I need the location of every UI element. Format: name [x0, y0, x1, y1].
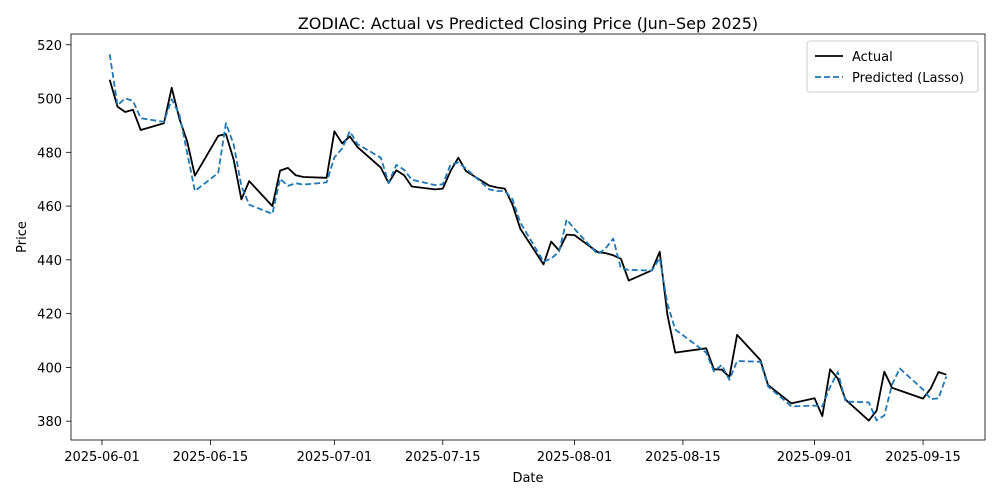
- series-line-actual: [108, 79, 947, 422]
- y-axis: 380 400 420 440 460 480 500 520: [37, 39, 71, 430]
- x-tick-label: 2025-09-15: [885, 450, 961, 465]
- series-layer: [108, 54, 948, 422]
- y-tick-label: 520: [37, 39, 62, 54]
- x-tick-label: 2025-09-01: [777, 450, 853, 465]
- legend: Actual Predicted (Lasso): [806, 40, 979, 93]
- x-tick-label: 2025-06-15: [173, 450, 249, 465]
- y-tick-label: 500: [37, 93, 62, 108]
- plot-area: [70, 33, 986, 441]
- legend-label-predicted: Predicted (Lasso): [852, 71, 964, 86]
- x-tick-label: 2025-07-01: [297, 450, 373, 465]
- series-line-predicted: [108, 54, 948, 422]
- y-axis-label: Price: [15, 221, 30, 253]
- y-tick-label: 380: [37, 415, 62, 430]
- x-tick-label: 2025-06-01: [64, 450, 140, 465]
- x-tick-label: 2025-07-15: [405, 450, 481, 465]
- y-tick-label: 480: [37, 146, 62, 161]
- legend-box: [806, 40, 979, 93]
- x-axis: 2025-06-01 2025-06-15 2025-07-01 2025-07-15…: [64, 440, 961, 465]
- chart-title: ZODIAC: Actual vs Predicted Closing Pric…: [298, 14, 758, 33]
- y-tick-label: 440: [37, 254, 62, 269]
- x-tick-label: 2025-08-01: [537, 450, 613, 465]
- x-tick-label: 2025-08-15: [645, 450, 721, 465]
- x-axis-label: Date: [512, 471, 543, 486]
- legend-label-actual: Actual: [852, 50, 893, 65]
- y-tick-label: 400: [37, 361, 62, 376]
- y-tick-label: 460: [37, 200, 62, 215]
- y-tick-label: 420: [37, 308, 62, 323]
